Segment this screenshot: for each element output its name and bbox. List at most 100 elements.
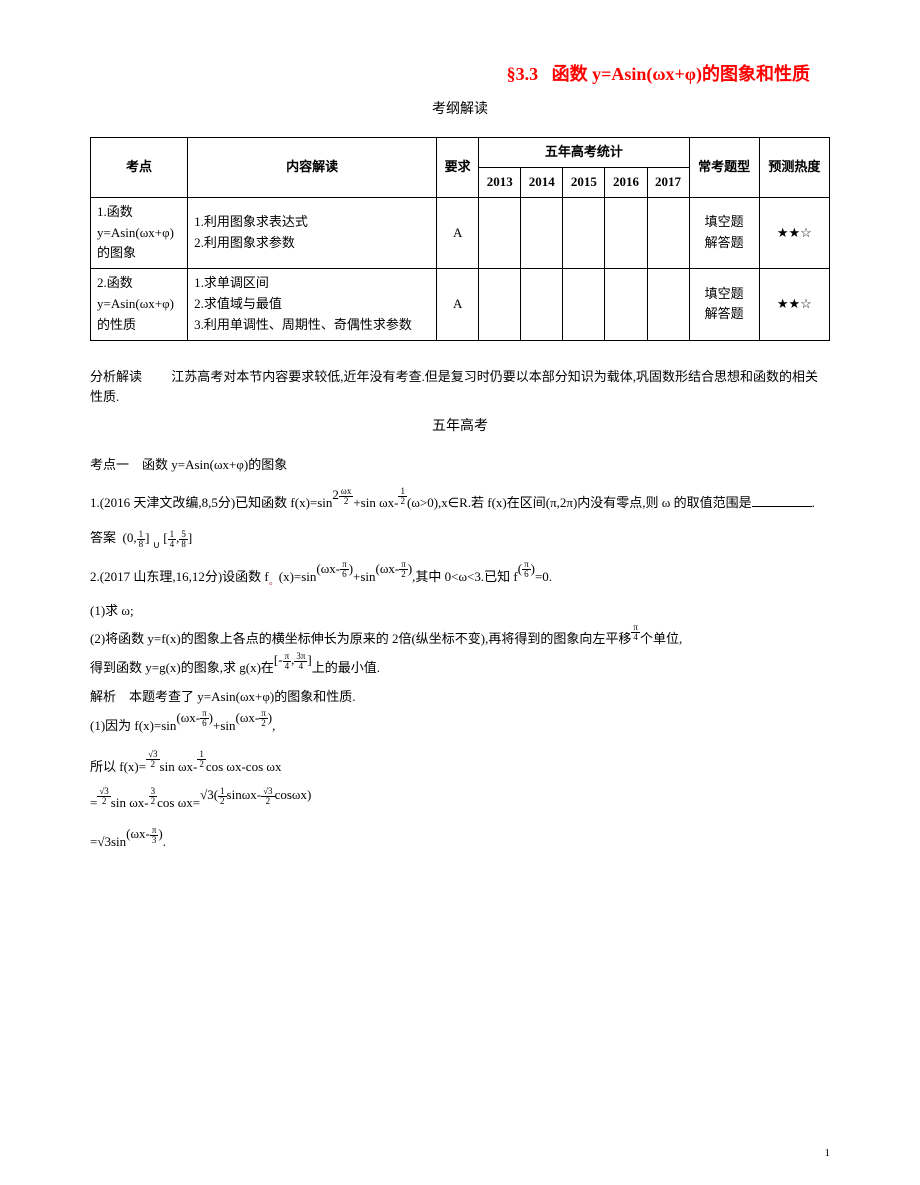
frac-1-2b: 12 [197,750,206,769]
cell-kaodian: 2.函数 y=Asin(ωx+φ) 的性质 [91,269,188,340]
eq-c: cos ωx= [157,795,200,810]
problem2-part2c: 得到函数 y=g(x)的图象,求 g(x)在[-π4,3π4]上的最小值. [90,658,830,679]
footnote-marker: 。 [269,577,279,588]
cell-neirong: 1.利用图象求表达式 2.利用图象求参数 [188,197,437,268]
frac-1-8: 18 [137,530,146,549]
th-neirong: 内容解读 [188,138,437,198]
so-line: 所以 f(x)=√32sin ωx-12cos ωx-cos ωx [90,757,830,778]
p2-2b: 个单位, [640,631,682,646]
frac-pi-4: π4 [631,623,640,642]
paren-arg2: (ωx-π2) [376,561,413,576]
p2-ref: 2.(2017 山东理,16,12分)设函数 f [90,569,269,584]
analysis-label: 分析解读 [90,369,142,384]
analysis-text: 江苏高考对本节内容要求较低,近年没有考查.但是复习时仍要以本部分知识为载体,巩固… [90,369,818,405]
cell-yaoqiu: A [437,269,479,340]
th-year: 2015 [563,167,605,197]
so-b: sin ωx- [160,759,198,774]
page-number: 1 [825,1145,831,1163]
paren-arg: (ωx-π6) [316,561,353,576]
cell-year [563,197,605,268]
th-yaoqiu: 要求 [437,138,479,198]
frac-sqrt3-2b: √32 [97,787,110,806]
cell-year [605,269,647,340]
arg-b: (ωx-π2) [236,710,273,725]
frac-1-over-2: 12 [398,487,407,506]
cell-year [647,197,689,268]
table-row: 1.函数 y=Asin(ωx+φ) 的图象 1.利用图象求表达式 2.利用图象求… [91,197,830,268]
cell-year [479,269,521,340]
cell-redu: ★★☆ [759,269,829,340]
so-a: 所以 f(x)= [90,759,146,774]
p1-tail: (ω>0),x∈R.若 f(x)在区间(π,2π)内没有零点,则 ω 的取值范围… [407,495,752,510]
eq-b: sin ωx- [111,795,149,810]
th-year: 2014 [521,167,563,197]
s1b: +sin [213,718,236,733]
cell-year [521,197,563,268]
final-arg: (ωx-π3) [126,826,163,841]
th-year: 2016 [605,167,647,197]
sqrt3-sym: √3 [97,834,111,849]
sqrt3-paren: √3(12sinωx-√32cosωx) [200,787,311,802]
exam-summary-table: 考点 内容解读 要求 五年高考统计 常考题型 预测热度 2013 2014 20… [90,137,830,340]
table-header-row: 考点 内容解读 要求 五年高考统计 常考题型 预测热度 [91,138,830,168]
th-year: 2017 [647,167,689,197]
interval: [-π4,3π4] [274,652,312,667]
eq-line: =√32sin ωx-32cos ωx=√3(12sinωx-√32cosωx) [90,793,830,814]
wunian-label: 五年高考 [90,416,830,438]
section-number: §3.3 [507,64,539,84]
p1-ref: 1.(2016 天津文改编,8,5分)已知函数 f(x)=sin [90,495,332,510]
p2-2d: 上的最小值. [312,660,380,675]
frac-5-8: 58 [179,530,188,549]
th-redu: 预测热度 [759,138,829,198]
answer-math: (0,18] ∪ [14,58] [123,530,193,545]
problem-1: 1.(2016 天津文改编,8,5分)已知函数 f(x)=sin2ωx2+sin… [90,493,830,514]
blank-underline [752,493,812,507]
cell-neirong: 1.求单调区间 2.求值域与最值 3.利用单调性、周期性、奇偶性求参数 [188,269,437,340]
problem2-jiexi: 解析 本题考查了 y=Asin(ωx+φ)的图象和性质. [90,687,830,708]
problem2-part1: (1)求 ω; [90,601,830,622]
cell-tixing: 填空题 解答题 [689,269,759,340]
p1-mid: +sin ωx- [353,495,398,510]
section-title: §3.3 函数 y=Asin(ωx+φ)的图象和性质 [90,60,830,89]
cell-redu: ★★☆ [759,197,829,268]
cell-year [647,269,689,340]
p2-cond: ,其中 0<ω<3.已知 f [412,569,518,584]
so-c: cos ωx-cos ωx [206,759,282,774]
arg-a: (ωx-π6) [176,710,213,725]
th-stats-group: 五年高考统计 [479,138,689,168]
frac-wx-over-2: ωx2 [339,487,353,506]
paren-f: (π6) [518,561,535,576]
th-kaodian: 考点 [91,138,188,198]
cell-year [605,197,647,268]
analysis-paragraph: 分析解读 江苏高考对本节内容要求较低,近年没有考查.但是复习时仍要以本部分知识为… [90,367,830,409]
topic-one-heading: 考点一 函数 y=Asin(ωx+φ)的图象 [90,455,830,476]
solve-line-1: (1)因为 f(x)=sin(ωx-π6)+sin(ωx-π2), [90,716,830,737]
section-heading: 函数 y=Asin(ωx+φ)的图象和性质 [552,64,810,84]
th-tixing: 常考题型 [689,138,759,198]
eq-a: = [90,795,97,810]
p2-2c: 得到函数 y=g(x)的图象,求 g(x)在 [90,660,274,675]
answer-label: 答案 [90,530,116,545]
cell-kaodian: 1.函数 y=Asin(ωx+φ) 的图象 [91,197,188,268]
frac-sqrt3-2: √32 [146,750,159,769]
cell-year [479,197,521,268]
fin-b: sin [111,834,126,849]
cell-year [521,269,563,340]
kaogang-label: 考纲解读 [90,99,830,121]
cell-year [563,269,605,340]
p2-plus: +sin [353,569,376,584]
problem-2: 2.(2017 山东理,16,12分)设函数 f。(x)=sin(ωx-π6)+… [90,567,830,591]
table-row: 2.函数 y=Asin(ωx+φ) 的性质 1.求单调区间 2.求值域与最值 3… [91,269,830,340]
frac-3-2: 32 [149,787,158,806]
cell-tixing: 填空题 解答题 [689,197,759,268]
final-line: =√3sin(ωx-π3). [90,832,830,853]
frac-1-4: 14 [168,530,177,549]
answer-line-1: 答案 (0,18] ∪ [14,58] [90,528,830,549]
problem2-part2: (2)将函数 y=f(x)的图象上各点的横坐标伸长为原来的 2倍(纵坐标不变),… [90,629,830,650]
p2-2a: (2)将函数 y=f(x)的图象上各点的横坐标伸长为原来的 2倍(纵坐标不变),… [90,631,631,646]
p2-eq0: =0. [535,569,552,584]
cell-yaoqiu: A [437,197,479,268]
p2-fnote: (x)=sin [279,569,317,584]
th-year: 2013 [479,167,521,197]
s1a: (1)因为 f(x)=sin [90,718,176,733]
